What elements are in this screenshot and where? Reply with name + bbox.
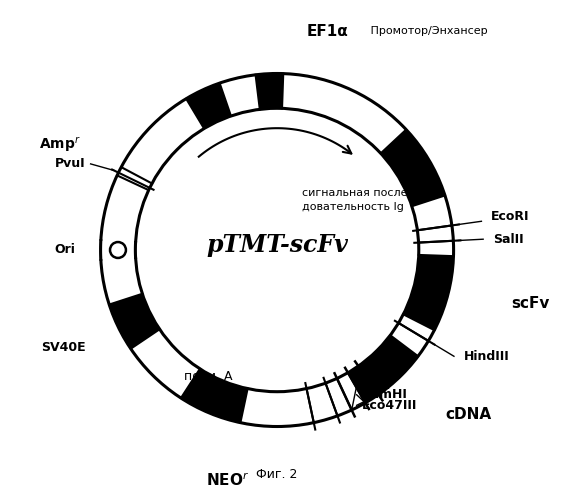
Text: Фиг. 2: Фиг. 2 (256, 468, 298, 481)
Text: EcoRI: EcoRI (491, 210, 530, 223)
Wedge shape (186, 83, 231, 128)
Wedge shape (381, 130, 445, 206)
Wedge shape (181, 369, 248, 422)
Text: Промотор/Энхансер: Промотор/Энхансер (367, 26, 487, 36)
Text: Ori: Ori (55, 244, 76, 256)
Wedge shape (99, 240, 137, 260)
Text: SV40E: SV40E (41, 340, 86, 353)
Wedge shape (100, 74, 454, 426)
Text: Eco47III: Eco47III (361, 399, 417, 412)
Text: PvuI: PvuI (55, 158, 86, 170)
Text: сигнальная после-
довательность Ig: сигнальная после- довательность Ig (302, 188, 412, 212)
Text: pTMT-scFv: pTMT-scFv (206, 233, 348, 257)
Text: NotI: NotI (361, 380, 391, 392)
Text: SalII: SalII (493, 232, 524, 245)
Text: поли  А: поли А (184, 370, 232, 384)
Wedge shape (404, 255, 454, 330)
Circle shape (110, 242, 126, 258)
Wedge shape (109, 294, 159, 348)
Wedge shape (256, 74, 283, 110)
Text: HindIII: HindIII (464, 350, 510, 363)
Text: Amp$^r$: Amp$^r$ (39, 134, 81, 154)
Text: BamHI: BamHI (361, 388, 408, 401)
Text: scFv: scFv (512, 296, 550, 311)
Wedge shape (348, 336, 418, 403)
Text: NEO$^r$: NEO$^r$ (206, 472, 249, 488)
Text: EF1α: EF1α (307, 24, 349, 38)
Text: cDNA: cDNA (445, 407, 491, 422)
